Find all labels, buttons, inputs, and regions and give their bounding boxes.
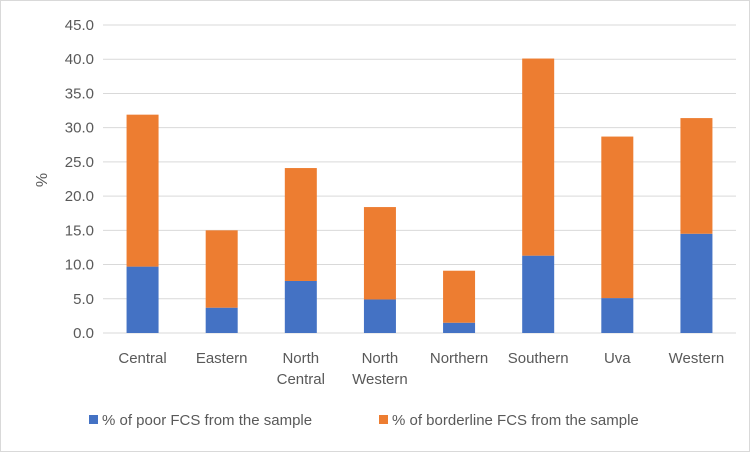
gridlines: [103, 24, 736, 334]
bar-segment-poor: [522, 255, 555, 333]
y-tick-label: 45.0: [65, 17, 94, 34]
y-tick-label: 35.0: [65, 85, 94, 102]
category-label: Southern: [508, 350, 569, 367]
bar-segment-poor: [443, 322, 476, 333]
y-tick-label: 5.0: [73, 291, 94, 308]
category-labels: Central Eastern North Central North Western No…: [118, 350, 724, 388]
bar-segment-poor: [126, 266, 159, 333]
category-label: Eastern: [196, 350, 248, 367]
bar-segment-borderline: [284, 168, 317, 281]
y-tick-label: 20.0: [65, 188, 94, 205]
bar-segment-borderline: [522, 58, 555, 256]
legend-swatch: [89, 415, 98, 424]
category-label: North Central: [277, 350, 325, 388]
y-tick-label: 10.0: [65, 257, 94, 274]
y-tick-labels: 0.0 5.0 10.0 15.0 20.0 25.0 30.0 35.0 40.0 45.0: [65, 17, 94, 342]
bar-segment-borderline: [363, 207, 396, 300]
y-axis-title: %: [34, 173, 51, 187]
bar-segment-borderline: [680, 118, 713, 234]
y-tick-label: 0.0: [73, 325, 94, 342]
category-label: Northern: [430, 350, 488, 367]
bar-segment-borderline: [205, 230, 238, 308]
legend-swatch: [379, 415, 388, 424]
y-tick-label: 25.0: [65, 154, 94, 171]
y-tick-label: 40.0: [65, 51, 94, 68]
bar-segment-borderline: [601, 136, 634, 299]
bar-segment-borderline: [126, 114, 159, 267]
bar-segment-poor: [284, 280, 317, 333]
bar-segment-poor: [680, 233, 713, 333]
category-label: North Western: [352, 350, 408, 388]
legend-label: % of poor FCS from the sample: [102, 412, 312, 429]
category-label: Uva: [604, 350, 631, 367]
legend-label: % of borderline FCS from the sample: [392, 412, 639, 429]
bar-segment-borderline: [443, 270, 476, 323]
legend: % of poor FCS from the sample % of border…: [89, 412, 639, 429]
category-label: Central: [118, 350, 166, 367]
bar-segment-poor: [205, 307, 238, 333]
category-label: Western: [669, 350, 725, 367]
bar-segment-poor: [363, 299, 396, 333]
bar-segment-poor: [601, 298, 634, 333]
y-tick-label: 15.0: [65, 222, 94, 239]
y-tick-label: 30.0: [65, 120, 94, 137]
bars: [126, 58, 713, 333]
